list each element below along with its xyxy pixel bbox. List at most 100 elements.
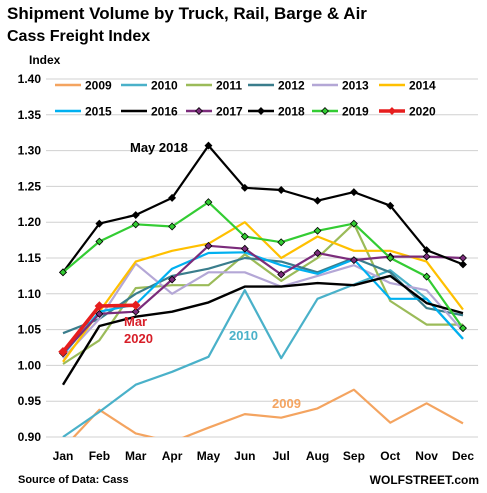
y-axis-label: Index	[29, 53, 61, 67]
legend-label: 2019	[342, 105, 369, 119]
data-point-2020	[94, 301, 105, 311]
legend-label: 2017	[216, 105, 243, 119]
data-point-2017	[349, 256, 358, 265]
legend-marker	[321, 107, 329, 115]
y-tick-label: 1.00	[18, 358, 42, 372]
legend-label: 2009	[85, 79, 112, 93]
legend: 2009 2010 2011 2012 2013 2014 2015 2016 2017 2018…	[55, 79, 436, 119]
series-lines	[58, 141, 467, 437]
data-point-2018	[459, 260, 467, 269]
y-tick-label: 1.15	[18, 251, 42, 265]
series-line-2016	[61, 274, 464, 386]
data-point-2019	[204, 198, 213, 207]
data-point-2018	[349, 188, 358, 197]
data-point-2019	[386, 254, 395, 262]
annotations: May 2018 Mar 2020 2010 2009	[124, 140, 301, 411]
data-point-2019	[59, 268, 67, 277]
legend-label: 2016	[151, 105, 178, 119]
legend-item-2018: 2018	[248, 105, 305, 119]
data-point-2017	[313, 249, 322, 257]
x-tick-label: Mar	[125, 449, 147, 463]
series-2020	[58, 300, 141, 357]
y-tick-label: 0.90	[18, 430, 42, 444]
data-point-2017	[459, 254, 467, 262]
x-tick-labels: Jan Feb Mar Apr May Jun Jul Aug Sep Oct Nov Dec	[53, 449, 475, 463]
annotation-label: 2009	[272, 396, 301, 411]
legend-marker	[257, 107, 265, 115]
data-point-2019	[277, 238, 286, 247]
data-point-2019	[459, 324, 467, 333]
y-tick-label: 1.10	[18, 287, 42, 301]
data-point-2019	[313, 226, 322, 235]
data-point-2017	[131, 307, 140, 316]
annotation-label: 2020	[124, 331, 153, 346]
legend-item-2016: 2016	[121, 105, 178, 119]
data-point-2017	[95, 309, 104, 318]
legend-label: 2013	[342, 79, 369, 93]
x-tick-label: Aug	[306, 449, 329, 463]
legend-item-2019: 2019	[312, 105, 369, 119]
data-point-2017	[204, 241, 213, 250]
data-point-2019	[168, 222, 177, 231]
data-point-2018	[168, 193, 177, 202]
series-line-2014	[62, 221, 464, 363]
legend-item-2009: 2009	[55, 79, 112, 93]
legend-label: 2012	[278, 79, 305, 93]
x-tick-label: Feb	[89, 449, 110, 463]
y-tick-label: 1.25	[18, 179, 42, 193]
series-2009	[72, 388, 464, 437]
chart-title: Shipment Volume by Truck, Rail, Barge & …	[7, 4, 367, 23]
data-point-2017	[277, 270, 286, 279]
series-line-2013	[62, 262, 464, 359]
brand-logo-text: WOLFSTREET.com	[369, 473, 479, 487]
y-tick-label: 1.40	[18, 72, 42, 86]
legend-label: 2011	[216, 79, 242, 93]
series-line-2018	[62, 144, 464, 273]
chart-subtitle: Cass Freight Index	[7, 28, 151, 45]
series-line-2009	[72, 388, 464, 437]
legend-marker	[388, 107, 396, 115]
legend-label: 2018	[278, 105, 305, 119]
data-point-2017	[240, 244, 249, 253]
data-point-2018	[95, 219, 104, 228]
legend-label: 2010	[151, 79, 178, 93]
series-line-2019	[62, 201, 464, 329]
data-point-2018	[422, 246, 431, 255]
x-tick-label: Apr	[162, 449, 183, 463]
legend-item-2017: 2017	[186, 105, 243, 119]
x-tick-label: Nov	[415, 449, 438, 463]
annotation-label: May 2018	[130, 140, 188, 155]
legend-item-2012: 2012	[248, 79, 305, 93]
x-tick-label: Sep	[343, 449, 365, 463]
series-line-2017	[62, 244, 464, 354]
data-point-2020	[130, 300, 141, 311]
y-tick-label: 1.35	[18, 108, 42, 122]
series-2010	[62, 269, 464, 437]
legend-item-2020: 2020	[379, 105, 436, 119]
legend-item-2010: 2010	[121, 79, 178, 93]
legend-item-2015: 2015	[55, 105, 112, 119]
x-tick-label: Jun	[234, 449, 255, 463]
data-point-2019	[95, 237, 104, 246]
series-line-2010	[62, 269, 464, 437]
data-point-2019	[240, 232, 249, 241]
data-point-2018	[386, 201, 395, 210]
x-tick-label: May	[197, 449, 221, 463]
annotation-label: 2010	[229, 328, 258, 343]
x-tick-label: Jan	[53, 449, 74, 463]
legend-label: 2015	[85, 105, 112, 119]
legend-item-2013: 2013	[312, 79, 369, 93]
legend-item-2014: 2014	[379, 79, 436, 93]
series-2016	[61, 274, 464, 386]
legend-label: 2014	[409, 79, 436, 93]
x-tick-label: Oct	[380, 449, 400, 463]
data-point-2019	[349, 219, 358, 228]
y-tick-label: 0.95	[18, 394, 42, 408]
y-tick-label: 1.20	[18, 215, 42, 229]
y-tick-labels: 0.90 0.95 1.00 1.05 1.10 1.15 1.20 1.25 1.30 1.35…	[18, 72, 42, 444]
series-2014	[62, 221, 464, 363]
legend-label: 2020	[409, 105, 436, 119]
data-point-2017	[422, 252, 431, 261]
x-tick-label: Dec	[452, 449, 474, 463]
